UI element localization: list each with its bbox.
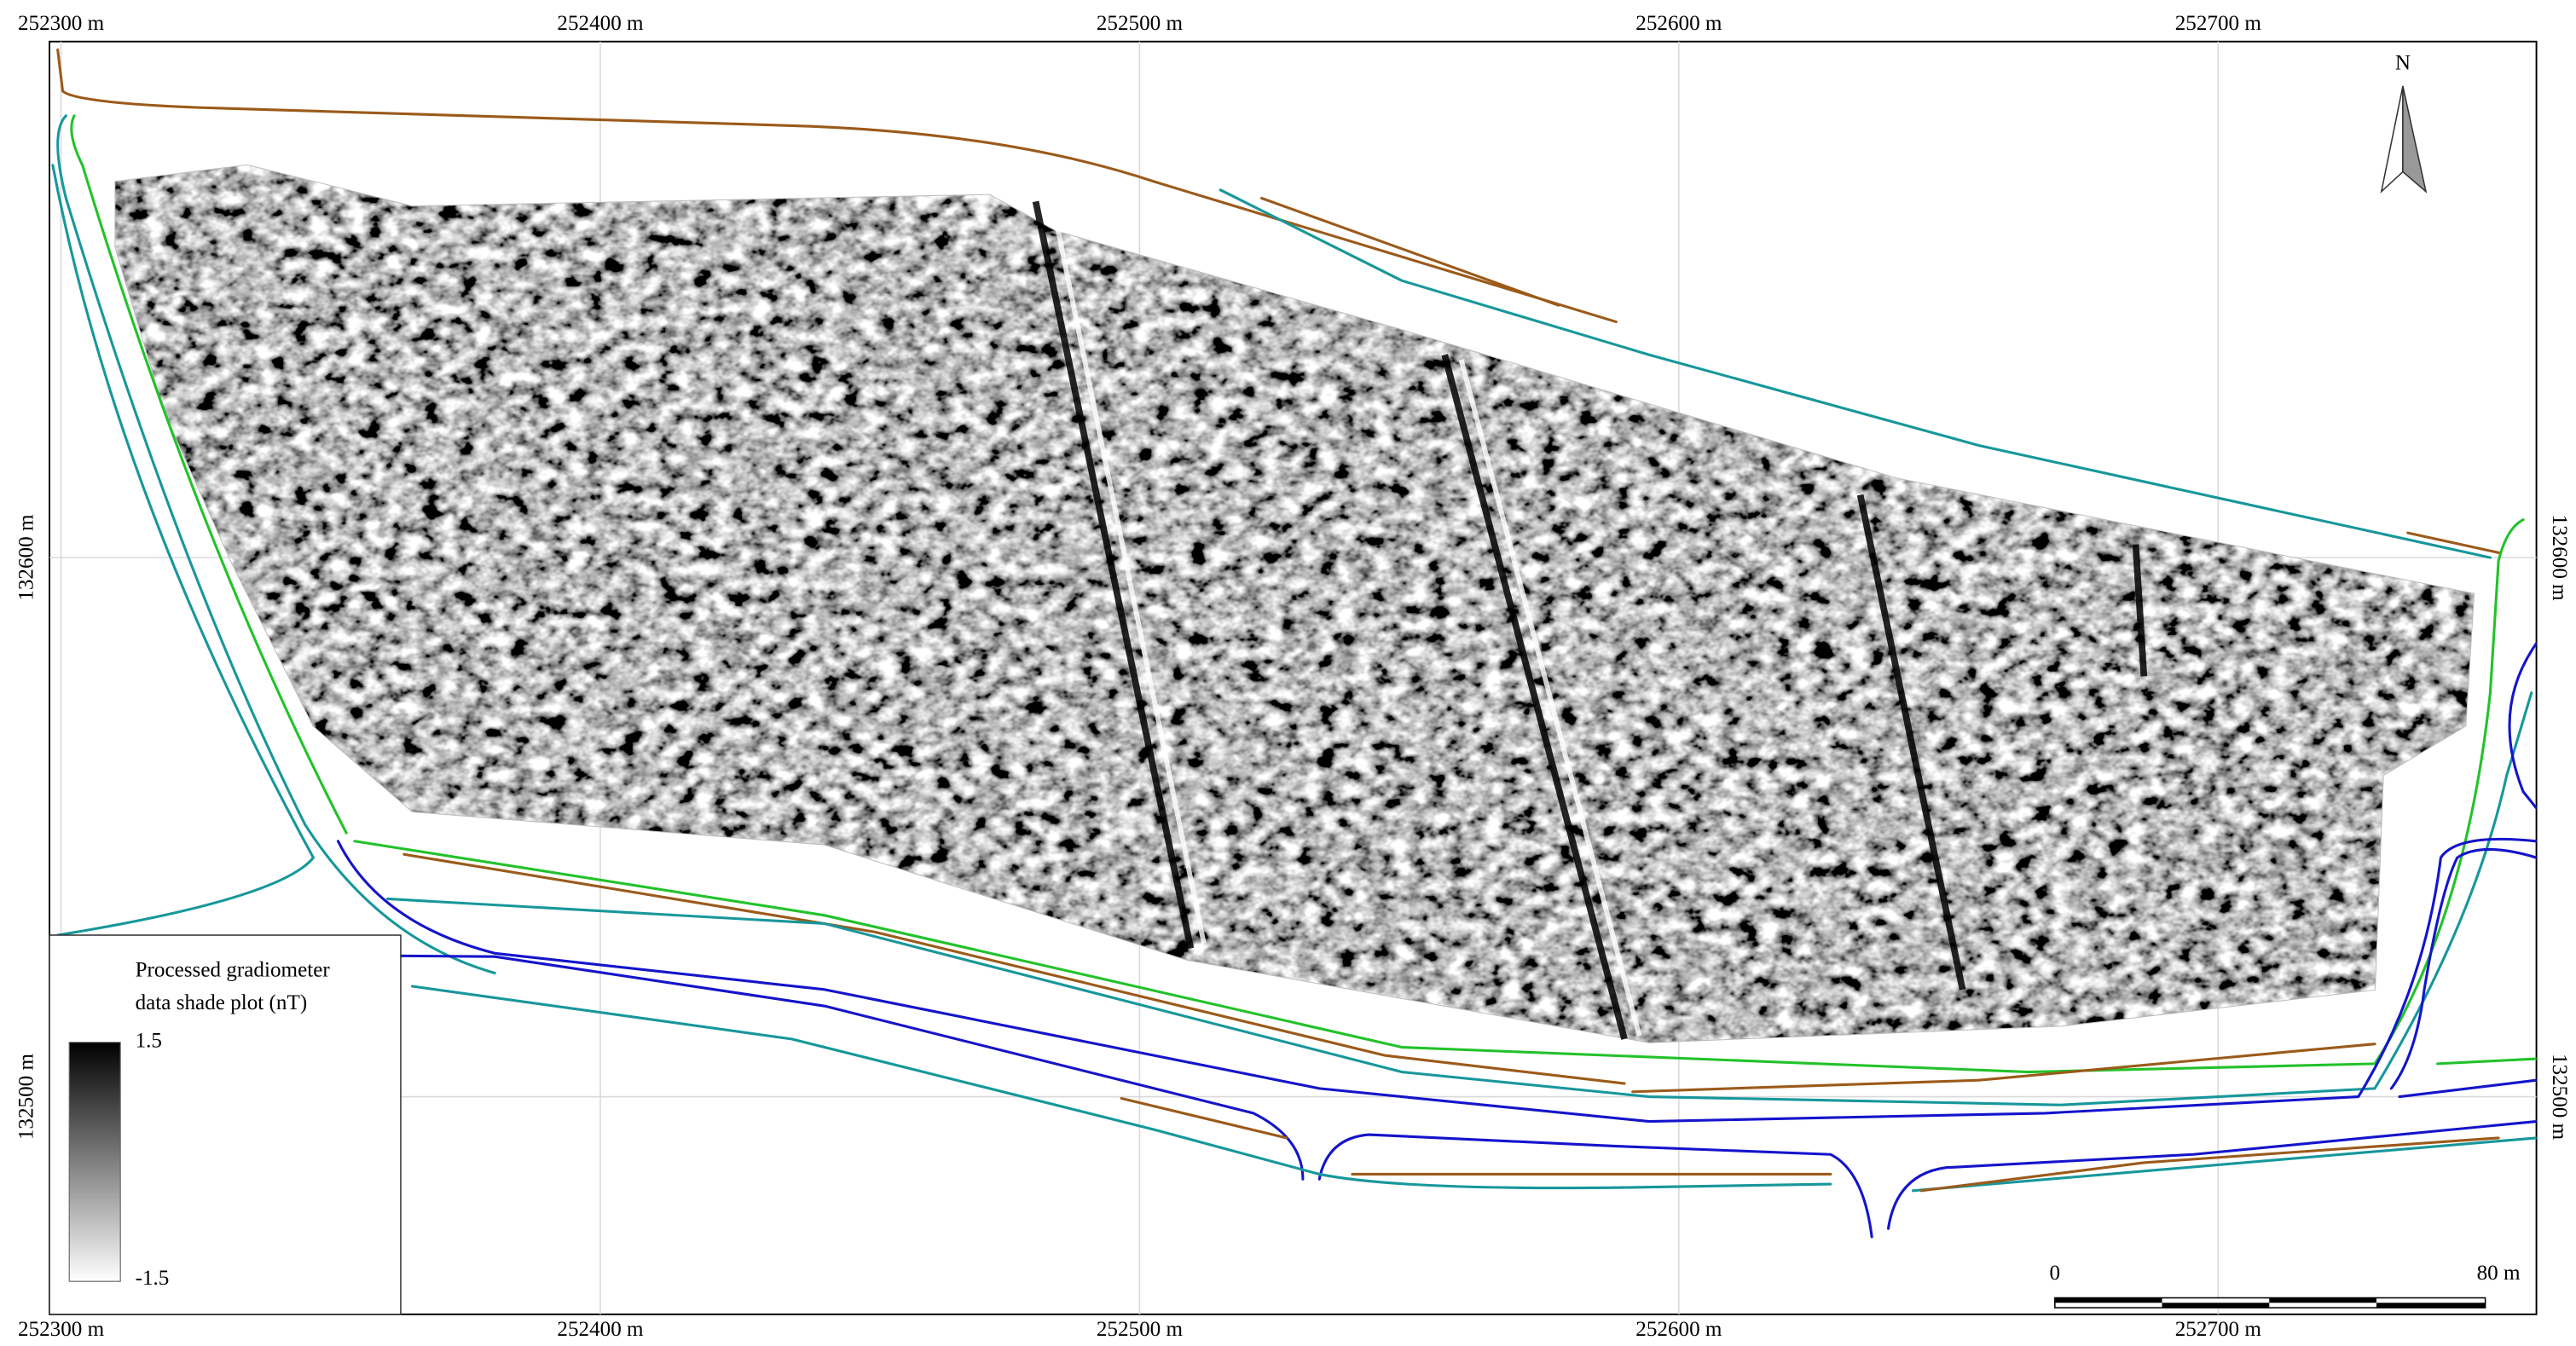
legend-title: data shade plot (nT) (136, 991, 308, 1014)
easting-label: 252400 m (557, 12, 644, 35)
scale-bar-segment (2376, 1303, 2486, 1308)
scale-bar-segment (2269, 1298, 2376, 1303)
legend-min: -1.5 (136, 1267, 170, 1290)
scale-end: 80 m (2477, 1262, 2521, 1285)
scale-bar-segment (2162, 1303, 2270, 1308)
legend-max: 1.5 (136, 1029, 162, 1052)
northing-label: 132500 m (2548, 1054, 2571, 1141)
shade-ramp (69, 1043, 120, 1281)
northing-label: 132500 m (15, 1053, 38, 1140)
legend: Processed gradiometer data shade plot (n… (49, 935, 401, 1314)
north-label: N (2395, 52, 2411, 75)
map: 252300 m 252400 m 252500 m 252600 m 2527… (0, 0, 2576, 1346)
easting-label: 252300 m (18, 1318, 105, 1341)
easting-label: 252400 m (557, 1318, 644, 1341)
easting-label: 252600 m (1635, 1318, 1722, 1341)
page: {"grid": {"x_labels": ["252300 m", "2524… (0, 0, 2576, 1346)
easting-label: 252300 m (18, 12, 105, 35)
scale-start: 0 (2050, 1262, 2061, 1285)
scale-bar-segment (2055, 1298, 2162, 1303)
easting-label: 252500 m (1097, 1318, 1184, 1341)
easting-label: 252700 m (2175, 12, 2262, 35)
easting-label: 252500 m (1097, 12, 1184, 35)
easting-label: 252600 m (1635, 12, 1722, 35)
northing-label: 132600 m (15, 514, 38, 601)
legend-title: Processed gradiometer (136, 958, 331, 981)
easting-label: 252700 m (2175, 1318, 2262, 1341)
northing-label: 132600 m (2548, 515, 2571, 602)
